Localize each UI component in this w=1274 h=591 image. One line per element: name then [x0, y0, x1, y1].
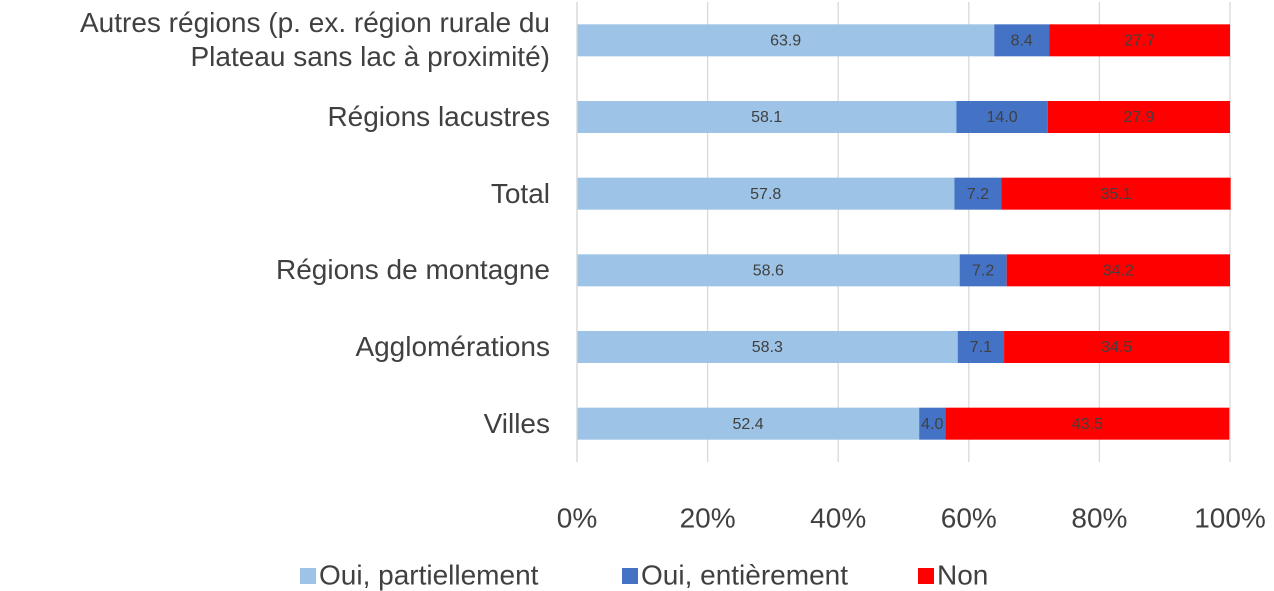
bar-segment	[957, 331, 1005, 363]
bar-segment	[577, 24, 995, 57]
legend-label: Oui, entièrement	[641, 559, 848, 590]
bar-segment	[956, 101, 1048, 133]
bar-segment	[1006, 254, 1230, 287]
bar-segment	[954, 177, 1002, 210]
x-tick-label: 80%	[1071, 502, 1127, 533]
data-label: 8.4	[1011, 33, 1033, 50]
y-tick-label: Régions de montagne	[276, 254, 550, 286]
data-label: 58.6	[753, 263, 784, 280]
y-tick-label: Autres régions (p. ex. région rurale du …	[79, 7, 550, 73]
data-label: 63.9	[770, 33, 801, 50]
legend-swatch	[622, 568, 638, 584]
data-label: 7.1	[970, 339, 992, 356]
bar-segment	[945, 407, 1230, 440]
data-label: 58.1	[751, 109, 782, 126]
y-tick-label: Régions lacustres	[327, 101, 550, 132]
data-label: 34.5	[1101, 339, 1132, 356]
data-label: 58.3	[752, 339, 783, 356]
x-tick-label: 40%	[810, 502, 866, 533]
y-tick-label: Agglomérations	[355, 331, 550, 362]
data-label: 52.4	[733, 416, 764, 433]
data-label: 27.7	[1124, 33, 1155, 50]
data-label: 14.0	[987, 109, 1018, 126]
bar-segment	[577, 331, 958, 363]
bar-segment	[577, 177, 955, 210]
legend-label: Non	[937, 559, 988, 590]
data-label: 7.2	[967, 186, 989, 203]
bar-segment	[577, 407, 920, 440]
bar-segment	[1004, 331, 1230, 363]
legend-label: Oui, partiellement	[319, 559, 539, 590]
legend-swatch	[918, 568, 934, 584]
bar-segment	[919, 407, 946, 440]
data-label: 7.2	[972, 263, 994, 280]
data-label: 35.1	[1100, 186, 1131, 203]
data-label: 57.8	[750, 186, 781, 203]
bar-segment	[577, 254, 960, 287]
bar-segment	[1047, 101, 1230, 133]
bar-segment	[1001, 177, 1231, 210]
y-tick-label: Villes	[483, 407, 550, 439]
bar-segment	[959, 254, 1007, 287]
bar-segment	[994, 24, 1050, 57]
bar-segment	[577, 101, 957, 133]
data-label: 43.5	[1072, 416, 1103, 433]
data-label: 4.0	[921, 416, 943, 433]
x-tick-label: 100%	[1194, 502, 1266, 533]
x-tick-label: 0%	[557, 502, 597, 533]
y-tick-label: Total	[490, 177, 550, 209]
data-label: 27.9	[1123, 109, 1154, 126]
x-tick-label: 20%	[680, 502, 736, 533]
legend-swatch	[300, 568, 316, 584]
bar-segment	[1049, 24, 1230, 57]
x-tick-label: 60%	[941, 502, 997, 533]
data-label: 34.2	[1103, 263, 1134, 280]
